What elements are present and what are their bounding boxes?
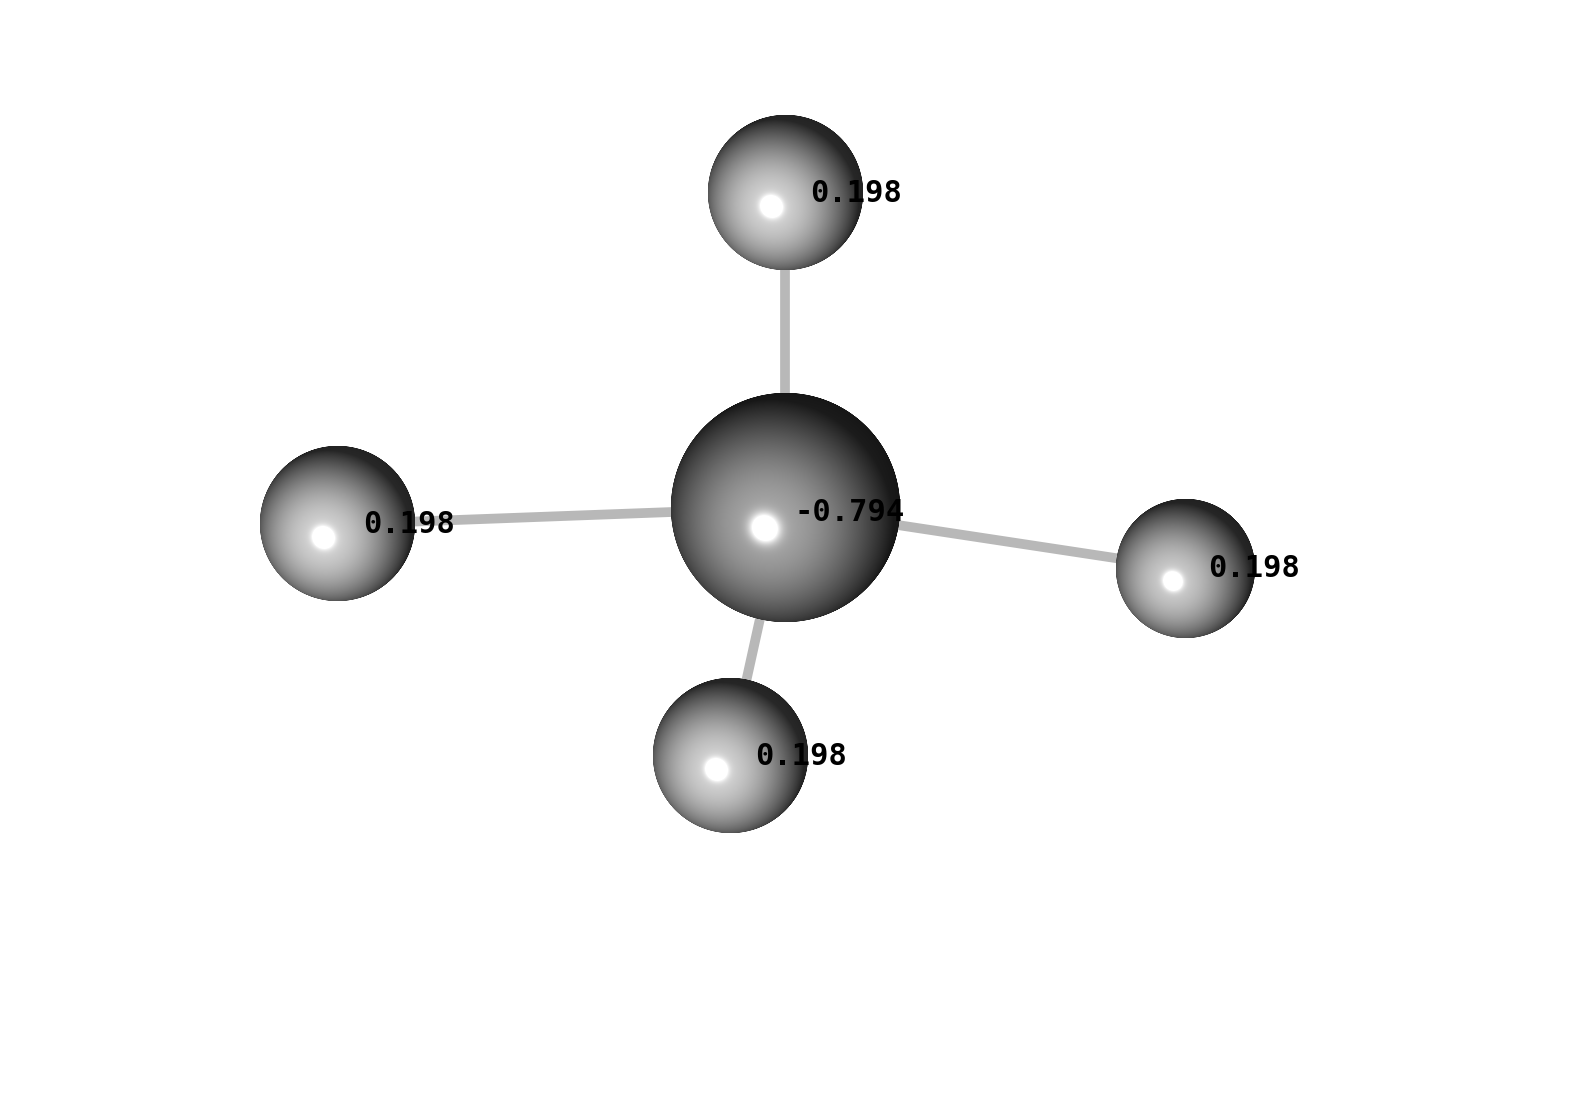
Text: 0.198: 0.198 (362, 510, 455, 539)
Text: -0.794: -0.794 (794, 498, 905, 528)
Text: 0.198: 0.198 (755, 742, 847, 771)
Text: 0.198: 0.198 (1208, 554, 1301, 583)
Text: 0.198: 0.198 (810, 179, 902, 208)
